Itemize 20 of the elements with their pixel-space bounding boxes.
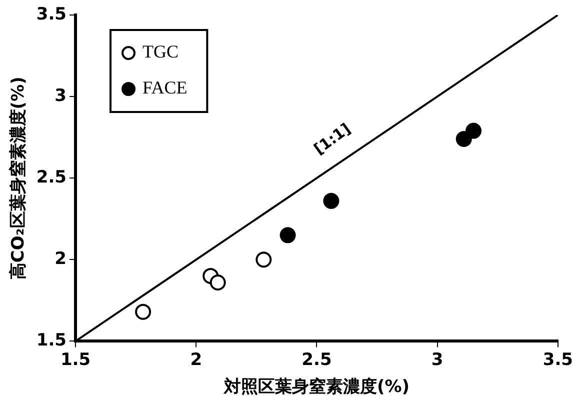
y-axis-title: 高CO₂区葉身窒素濃度(%) — [8, 76, 29, 280]
x-tick-label: 3 — [431, 350, 444, 370]
x-tick-label: 2 — [190, 350, 202, 370]
point — [256, 252, 272, 268]
point — [456, 130, 472, 147]
point — [210, 274, 226, 290]
point — [323, 192, 340, 209]
y-tick-label: 3.5 — [36, 4, 67, 24]
legend-label: TGC — [142, 42, 179, 62]
y-tick-label: 2 — [54, 249, 67, 270]
point — [135, 304, 152, 320]
y-tick-label: 1.5 — [36, 330, 67, 351]
y-tick-label: 3 — [54, 86, 67, 106]
legend-label: FACE — [142, 78, 188, 98]
x-axis-title: 対照区葉身窒素濃度(%) — [222, 377, 410, 398]
y-tick-label: 2.5 — [36, 168, 67, 188]
x-tick-label: 2.5 — [302, 350, 332, 370]
x-tick-label: 3.5 — [542, 350, 574, 370]
point — [280, 227, 296, 244]
point — [466, 122, 482, 139]
